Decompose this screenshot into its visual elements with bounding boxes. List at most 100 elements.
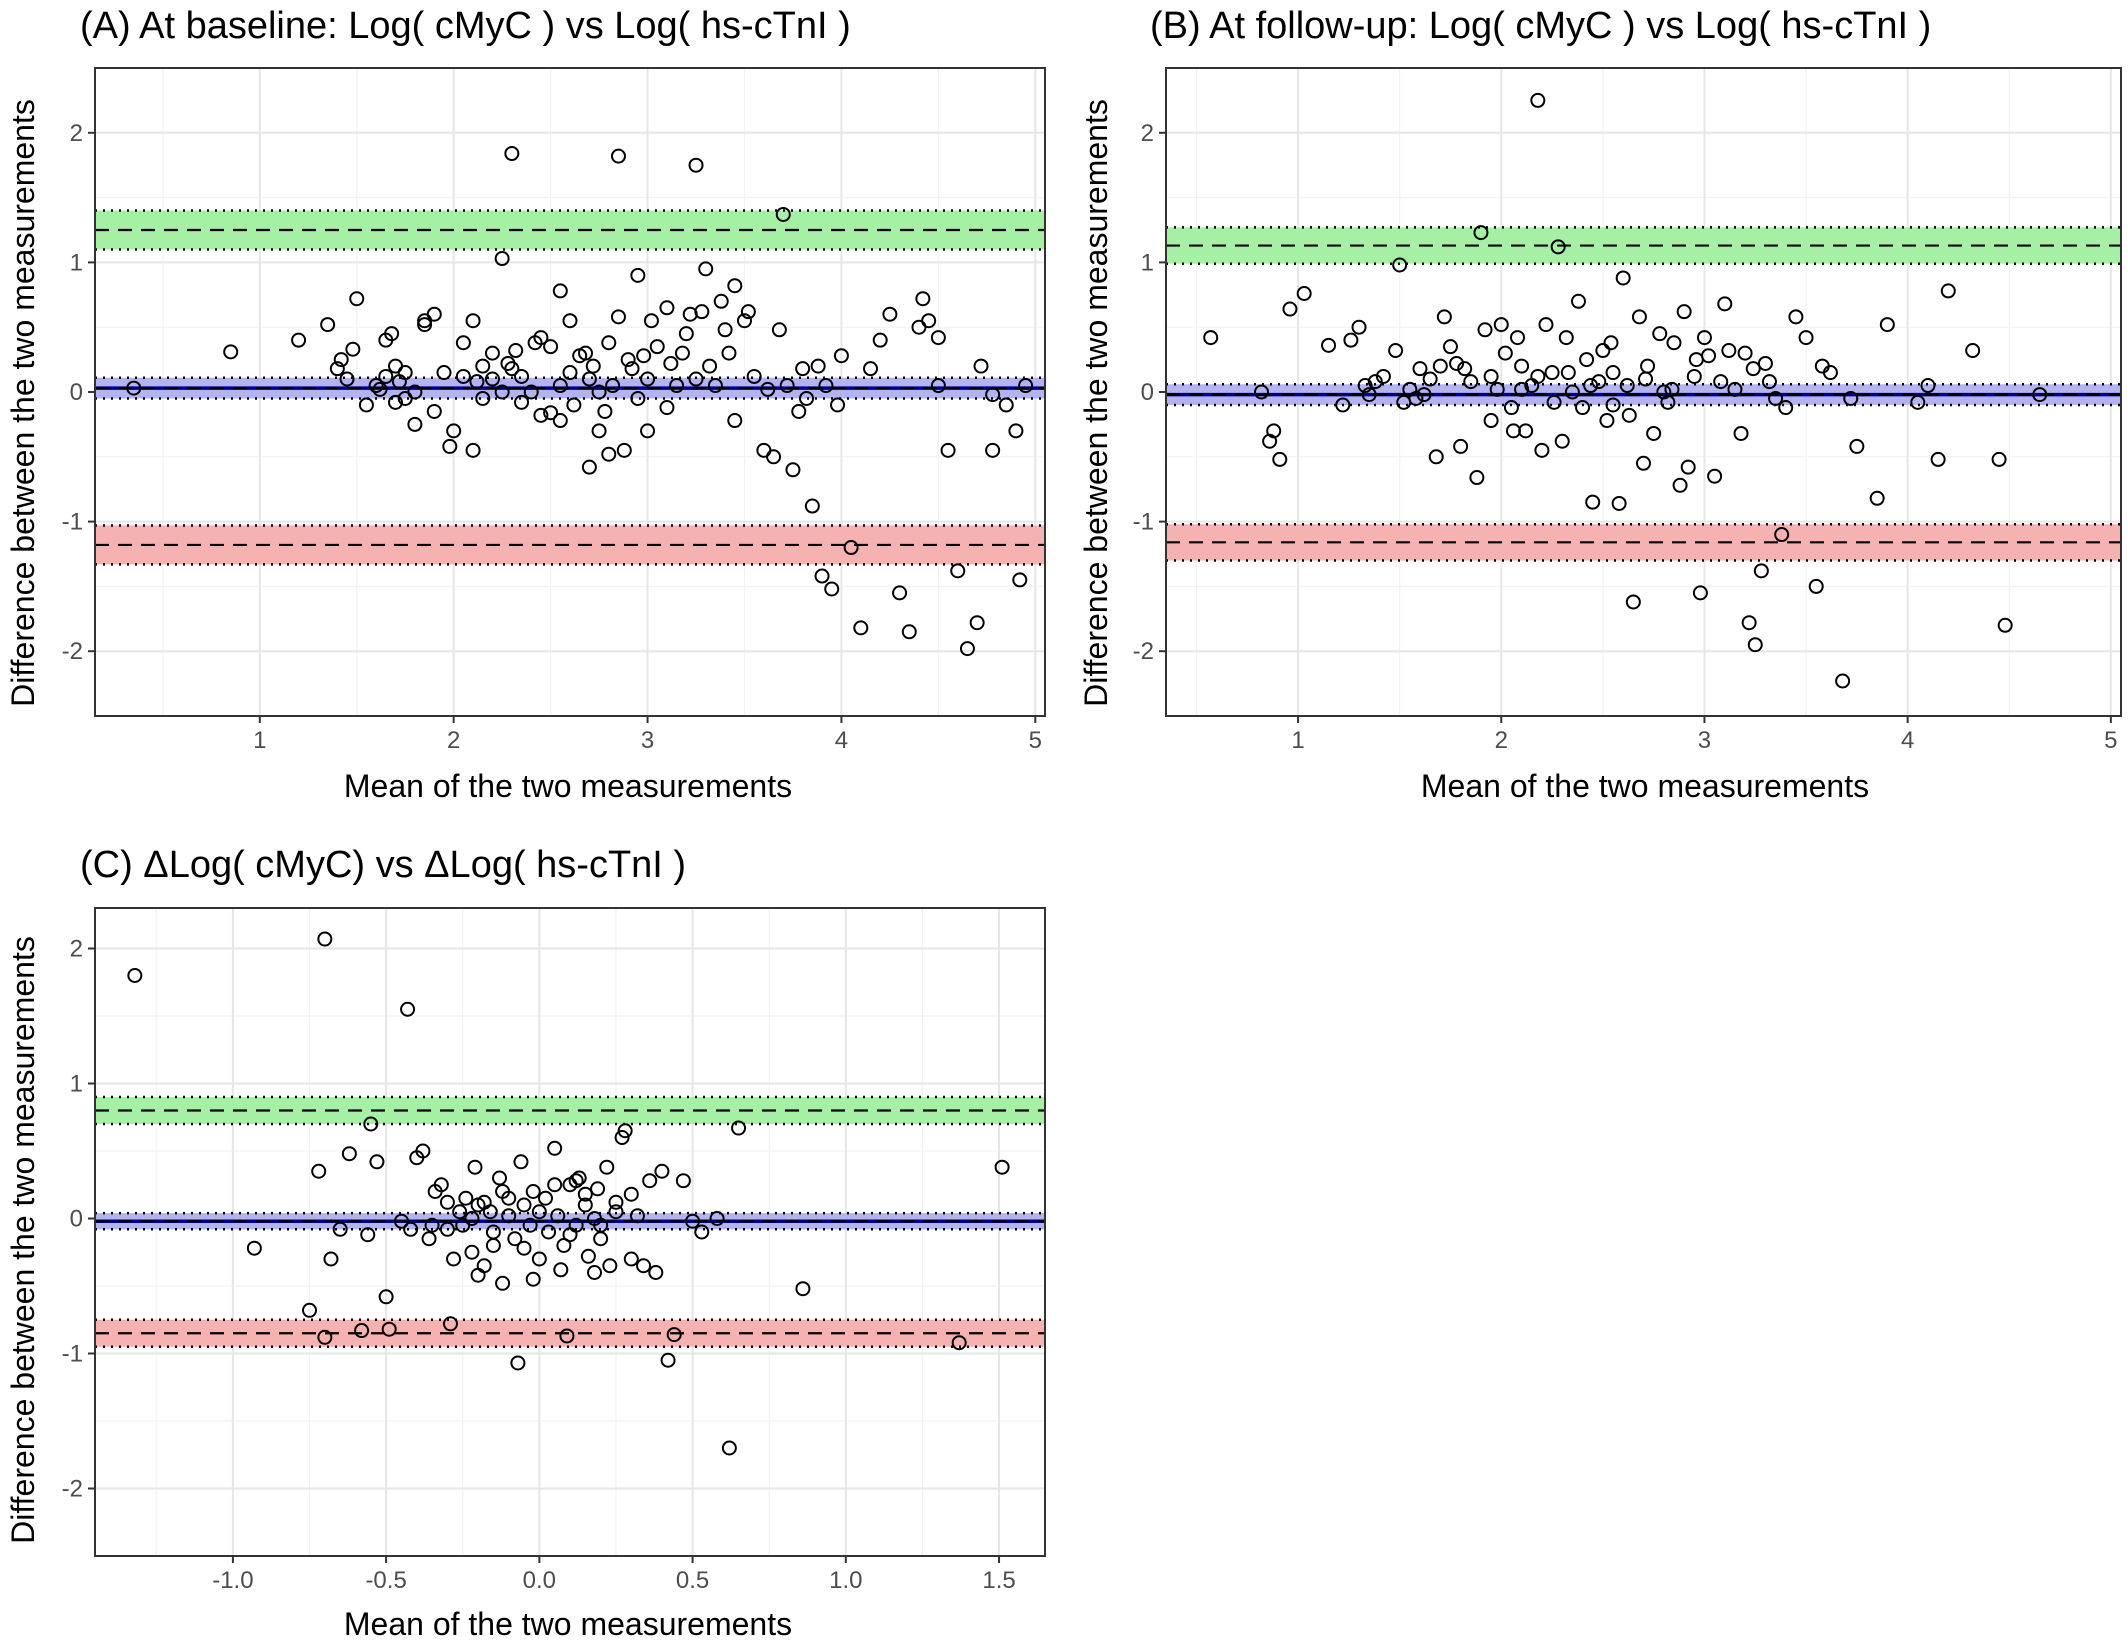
data-point: [1652, 326, 1668, 342]
data-point: [998, 397, 1014, 413]
data-point: [702, 358, 718, 374]
data-point: [397, 365, 413, 381]
data-point: [1473, 225, 1489, 241]
data-point: [1296, 286, 1312, 302]
data-point: [863, 361, 879, 377]
y-tick-label: 2: [1141, 120, 1154, 147]
data-point: [804, 498, 820, 514]
data-point: [1599, 413, 1615, 429]
data-point: [940, 442, 956, 458]
panel-a-x-axis-title: Mean of the two measurements: [344, 768, 792, 804]
data-point: [779, 378, 795, 394]
data-point: [921, 313, 937, 329]
data-point: [333, 352, 349, 368]
data-point: [591, 384, 607, 400]
data-point: [516, 1240, 532, 1256]
data-point: [1530, 92, 1546, 108]
data-point: [1965, 343, 1981, 359]
data-point: [578, 345, 594, 361]
data-point: [1696, 330, 1712, 346]
data-point: [1416, 387, 1432, 403]
data-point: [1489, 381, 1505, 397]
x-tick-label: 1.0: [829, 1567, 862, 1594]
data-point: [1008, 423, 1024, 439]
data-point: [1254, 384, 1269, 400]
y-tick-label: 2: [70, 936, 83, 963]
data-point: [1266, 423, 1282, 439]
data-point: [1835, 673, 1851, 689]
data-point: [1012, 572, 1028, 588]
data-point: [814, 568, 830, 584]
data-point: [455, 368, 471, 384]
data-point: [553, 1262, 569, 1278]
data-point: [590, 1181, 606, 1197]
panel-a-baseline: (A) At baseline: Log( cMyC ) vs Log( hs-…: [5, 5, 1046, 804]
data-point: [1737, 345, 1753, 361]
data-point: [317, 931, 333, 947]
data-point: [329, 361, 345, 377]
data-point: [1940, 283, 1956, 299]
data-point: [760, 381, 776, 397]
data-point: [400, 1001, 416, 1017]
data-point: [525, 1184, 541, 1199]
data-point: [1203, 330, 1219, 346]
data-point: [1664, 381, 1680, 397]
data-point: [674, 345, 690, 361]
data-point: [547, 1140, 563, 1156]
data-point: [994, 1159, 1010, 1175]
data-point: [1778, 400, 1794, 416]
panel-b-plot-area: [1166, 67, 2121, 717]
data-point: [1436, 309, 1452, 325]
data-point: [727, 413, 743, 429]
data-point: [591, 423, 607, 439]
data-point: [1680, 459, 1696, 475]
data-point: [2032, 387, 2048, 403]
data-point: [464, 1211, 480, 1226]
x-tick-label: 5: [1029, 727, 1042, 754]
data-point: [577, 1197, 593, 1213]
data-point: [601, 335, 617, 351]
data-point: [630, 390, 646, 406]
data-point: [1717, 296, 1733, 312]
data-point: [543, 339, 559, 355]
data-point: [660, 1352, 676, 1368]
panel-b-points: [1203, 92, 2048, 689]
data-point: [467, 1159, 483, 1175]
data-point: [510, 1355, 526, 1371]
data-point: [1544, 365, 1560, 381]
data-point: [384, 326, 400, 342]
data-point: [1646, 425, 1662, 441]
data-point: [424, 1217, 440, 1233]
data-point: [1514, 358, 1530, 374]
data-point: [1367, 374, 1383, 390]
data-point: [345, 341, 361, 357]
data-point: [1676, 304, 1692, 320]
data-point: [1910, 394, 1926, 410]
data-point: [1375, 368, 1391, 384]
panel-b-title: (B) At follow-up: Log( cMyC ) vs Log( hs…: [1150, 5, 1931, 47]
data-point: [1638, 371, 1654, 387]
data-point: [482, 1204, 498, 1220]
x-tick-label: -0.5: [365, 1567, 406, 1594]
data-point: [810, 358, 826, 374]
data-point: [349, 291, 365, 307]
panel-c-plot-area: [95, 908, 1045, 1557]
data-point: [446, 1251, 462, 1267]
data-point: [1483, 368, 1499, 384]
data-point: [608, 1194, 624, 1210]
data-point: [1469, 470, 1485, 486]
data-point: [1591, 374, 1607, 390]
data-point: [799, 390, 815, 406]
x-tick-label: 2: [1495, 727, 1508, 754]
data-point: [1774, 527, 1790, 543]
data-point: [494, 251, 510, 267]
data-point: [1321, 337, 1337, 353]
data-point: [465, 442, 481, 458]
data-point: [246, 1240, 262, 1256]
data-point: [694, 304, 710, 320]
plot-background: [95, 908, 1045, 1556]
data-point: [666, 1327, 682, 1343]
data-point: [740, 304, 756, 320]
data-point: [1408, 390, 1424, 406]
data-point: [547, 1177, 563, 1193]
